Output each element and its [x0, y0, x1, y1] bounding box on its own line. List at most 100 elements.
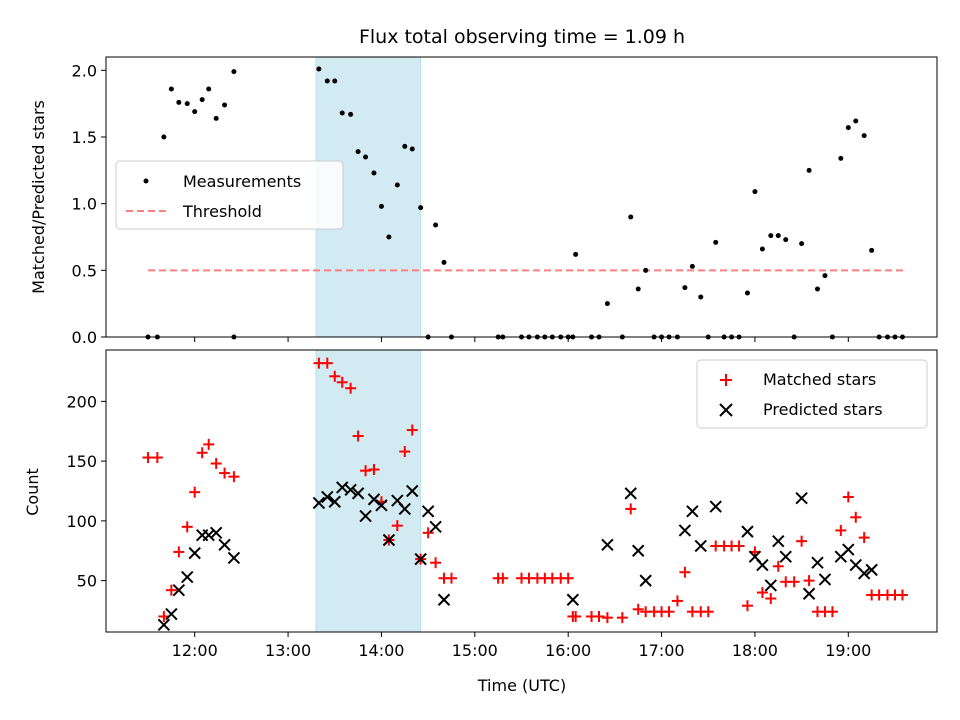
- measurement-point: [573, 251, 579, 257]
- predicted-star-point: [209, 526, 223, 540]
- matched-star-point: [165, 584, 177, 596]
- predicted-star-point: [157, 618, 171, 632]
- matched-star-point: [593, 610, 605, 622]
- predicted-star-point: [172, 583, 186, 597]
- predicted-star-point: [351, 487, 365, 500]
- measurement-point: [213, 115, 219, 121]
- measurement-point: [775, 233, 781, 239]
- predicted-star-point: [802, 587, 816, 600]
- predicted-star-point: [779, 550, 792, 563]
- y-axis-ticks-top: 0.0 0.5 1.0 1.5 2.0: [72, 61, 106, 347]
- matched-star-point: [632, 603, 644, 615]
- matched-star-point: [142, 452, 154, 464]
- measurement-point: [799, 241, 805, 247]
- predicted-star-point: [566, 593, 580, 606]
- predicted-star-point: [367, 493, 381, 506]
- predicted-star-point: [865, 563, 878, 577]
- predicted-star-point: [375, 499, 388, 512]
- matched-star-point: [345, 382, 357, 394]
- legend-box: [696, 359, 928, 429]
- measurement-point: [402, 143, 408, 149]
- measurement-point: [332, 78, 338, 84]
- measurement-point: [355, 149, 361, 155]
- predicted-star-point: [818, 573, 832, 586]
- measurement-point: [206, 86, 212, 92]
- predicted-star-point: [421, 505, 435, 518]
- matched-star-point: [562, 572, 574, 584]
- measurement-point: [768, 233, 774, 239]
- measurement-point: [161, 134, 167, 140]
- x-tick-label: 13:00: [265, 641, 311, 660]
- predicted-star-point: [811, 556, 824, 569]
- measurement-point: [635, 286, 641, 292]
- legend-bottom: Matched stars Predicted stars: [696, 359, 928, 429]
- y-tick-label-top: 2.0: [72, 61, 97, 80]
- predicted-star-point: [624, 487, 637, 500]
- predicted-star-point: [344, 483, 357, 497]
- predicted-star-point: [429, 520, 442, 534]
- matched-star-point: [203, 438, 215, 450]
- matched-star-point: [406, 424, 418, 436]
- measurement-point: [713, 239, 719, 245]
- measurement-point: [199, 97, 205, 103]
- matched-star-point: [765, 593, 777, 605]
- measurement-point: [339, 110, 345, 116]
- matched-star-point: [196, 447, 208, 459]
- matched-star-point: [173, 546, 185, 558]
- predicted-star-point: [181, 570, 194, 584]
- x-tick-label: 12:00: [172, 641, 218, 660]
- matched-star-point: [391, 520, 403, 532]
- y-tick-label-top: 1.5: [72, 128, 97, 147]
- matched-star-point: [663, 606, 675, 618]
- panel-ratio: 0.00.51.01.52.0 Matched/Predicted stars …: [29, 56, 938, 347]
- measurement-point: [838, 155, 844, 161]
- predicted-star-point: [188, 546, 201, 560]
- measurement-point: [371, 170, 377, 176]
- measurement-point: [222, 102, 228, 108]
- y-axis-label-top: Matched/Predicted stars: [29, 100, 48, 294]
- measurement-point: [324, 78, 330, 84]
- matched-star-point: [181, 521, 193, 533]
- measurement-point: [176, 99, 182, 105]
- chart-title: Flux total observing time = 1.09 h: [359, 26, 685, 48]
- measurement-point: [231, 69, 237, 75]
- matched-star-point: [733, 540, 745, 552]
- matched-star-point: [360, 465, 372, 477]
- legend-predicted-label: Predicted stars: [763, 400, 883, 419]
- matched-star-point: [756, 587, 768, 599]
- predicted-star-point: [601, 538, 614, 551]
- measurement-point: [643, 267, 649, 273]
- predicted-star-point: [437, 593, 451, 606]
- x-axis-ticks-top: [194, 337, 849, 342]
- x-axis-ticks-bottom: 12:00 13:00 14:00 15:00 16:00 17:00 18:00 19:00: [172, 632, 871, 660]
- matched-star-point: [796, 535, 808, 547]
- predicted-star-point: [406, 484, 419, 498]
- y-tick-label-top: 0.0: [72, 328, 97, 347]
- predicted-star-point: [312, 496, 326, 510]
- matched-star-point: [671, 595, 683, 607]
- measurement-point: [628, 214, 634, 220]
- predicted-star-point: [741, 525, 754, 538]
- matched-star-point: [601, 612, 613, 624]
- legend-predicted-marker: [719, 403, 733, 417]
- matched-star-point: [616, 612, 628, 624]
- predicted-star-point: [756, 558, 769, 572]
- matched-star-point: [826, 606, 838, 618]
- plot-frame-bottom: [105, 349, 938, 633]
- predicted-star-point: [328, 495, 341, 508]
- legend-top: Measurements Threshold: [115, 160, 344, 230]
- matched-star-point: [803, 575, 815, 587]
- y-axis-label-bottom: Count: [23, 468, 42, 516]
- matched-star-point: [329, 370, 341, 382]
- x-tick-label: 14:00: [358, 641, 404, 660]
- predicted-star-point: [639, 574, 652, 587]
- measurement-point: [689, 263, 695, 269]
- y-tick-label-top: 1.0: [72, 195, 97, 214]
- panel-counts: 50 100 150 200 12:00 13:00 14:00 15:00 16:00 17:…: [23, 349, 938, 695]
- measurement-point: [698, 294, 704, 300]
- x-tick-label: 18:00: [732, 641, 778, 660]
- predicted-star-point: [218, 538, 231, 551]
- matched-star-point: [321, 357, 333, 369]
- matched-star-point: [741, 600, 753, 612]
